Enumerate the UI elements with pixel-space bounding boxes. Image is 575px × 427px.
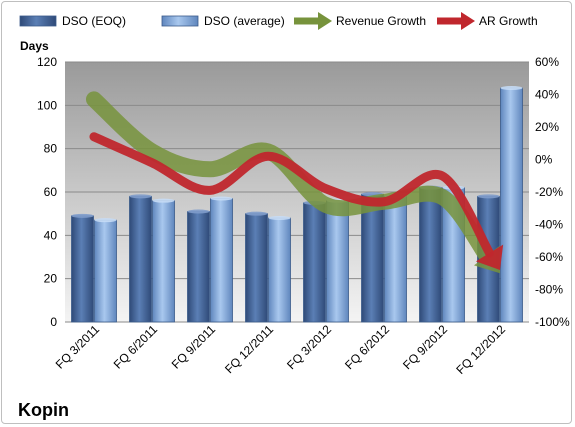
x-tick-label: FQ 9/2012 bbox=[400, 322, 450, 372]
y-tick-label: 100 bbox=[37, 98, 57, 112]
x-tick-label: FQ 12/2011 bbox=[222, 322, 276, 376]
x-tick-label: FQ 3/2011 bbox=[53, 322, 103, 372]
legend-arrow-ar-growth bbox=[461, 12, 475, 30]
y-tick-label: 20 bbox=[44, 272, 58, 286]
bar-top bbox=[268, 216, 291, 220]
bar-top bbox=[210, 196, 233, 201]
legend-label-dso-eoq-: DSO (EOQ) bbox=[62, 14, 126, 28]
legend-swatch-dso-average- bbox=[161, 15, 199, 27]
x-tick-label: FQ 3/2012 bbox=[284, 322, 334, 372]
y-tick-label: 60 bbox=[44, 185, 58, 199]
bar-dso-average bbox=[326, 200, 349, 323]
bar-top bbox=[129, 194, 152, 199]
y2-tick-label: 20% bbox=[535, 120, 559, 134]
bar-dso-eoq bbox=[245, 213, 268, 323]
y2-tick-label: -100% bbox=[535, 315, 570, 329]
x-tick-label: FQ 6/2011 bbox=[111, 322, 161, 372]
ar-growth-line bbox=[89, 132, 495, 258]
y-tick-label: 80 bbox=[44, 142, 58, 156]
x-tick-label: FQ 6/2012 bbox=[342, 322, 392, 372]
bar-dso-average bbox=[94, 219, 117, 323]
x-tick-label: FQ 9/2011 bbox=[169, 322, 219, 372]
bar-top bbox=[71, 213, 94, 218]
y2-tick-label: -80% bbox=[535, 283, 563, 297]
bar-dso-average bbox=[210, 198, 233, 323]
legend-arrow-revenue-growth bbox=[318, 12, 332, 30]
bar-dso-eoq bbox=[71, 215, 94, 323]
bar-dso-eoq bbox=[129, 195, 152, 323]
bar-dso-average bbox=[500, 87, 523, 323]
bar-dso-average bbox=[152, 200, 175, 323]
chart-title: Kopin bbox=[18, 400, 69, 420]
bar-dso-eoq bbox=[361, 193, 384, 323]
y-axis-label: Days bbox=[20, 39, 49, 53]
bar-dso-average bbox=[268, 217, 291, 323]
bar-top bbox=[500, 86, 523, 90]
y2-tick-label: -40% bbox=[535, 218, 563, 232]
x-tick-label: FQ 12/2012 bbox=[453, 322, 508, 377]
bar-dso-average bbox=[384, 195, 407, 323]
legend-label-revenue-growth: Revenue Growth bbox=[336, 14, 426, 28]
y2-tick-label: -20% bbox=[535, 185, 563, 199]
y2-tick-label: 0% bbox=[535, 153, 553, 167]
y2-tick-label: 40% bbox=[535, 88, 559, 102]
legend-swatch-dso-eoq- bbox=[19, 15, 57, 27]
legend-label-dso-average-: DSO (average) bbox=[204, 14, 285, 28]
legend: DSO (EOQ) DSO (average) Revenue Growth AR G… bbox=[19, 12, 538, 30]
y-tick-label: 40 bbox=[44, 228, 58, 242]
bar-top bbox=[477, 194, 500, 199]
y2-tick-label: 60% bbox=[535, 55, 559, 69]
bar-dso-eoq bbox=[187, 211, 210, 323]
bar-dso-eoq bbox=[419, 187, 442, 323]
bar-top bbox=[152, 198, 175, 203]
bar-top bbox=[245, 211, 268, 216]
legend-label-ar-growth: AR Growth bbox=[479, 14, 538, 28]
growth-lines bbox=[86, 91, 504, 274]
y-tick-label: 120 bbox=[37, 55, 57, 69]
ar-growth-arrowhead bbox=[475, 244, 504, 270]
revenue-growth-line bbox=[86, 91, 495, 264]
y2-tick-label: -60% bbox=[535, 250, 563, 264]
bar-top bbox=[187, 209, 210, 214]
bar-dso-eoq bbox=[303, 202, 326, 323]
bar-top bbox=[94, 218, 117, 223]
y-tick-label: 0 bbox=[50, 315, 57, 329]
